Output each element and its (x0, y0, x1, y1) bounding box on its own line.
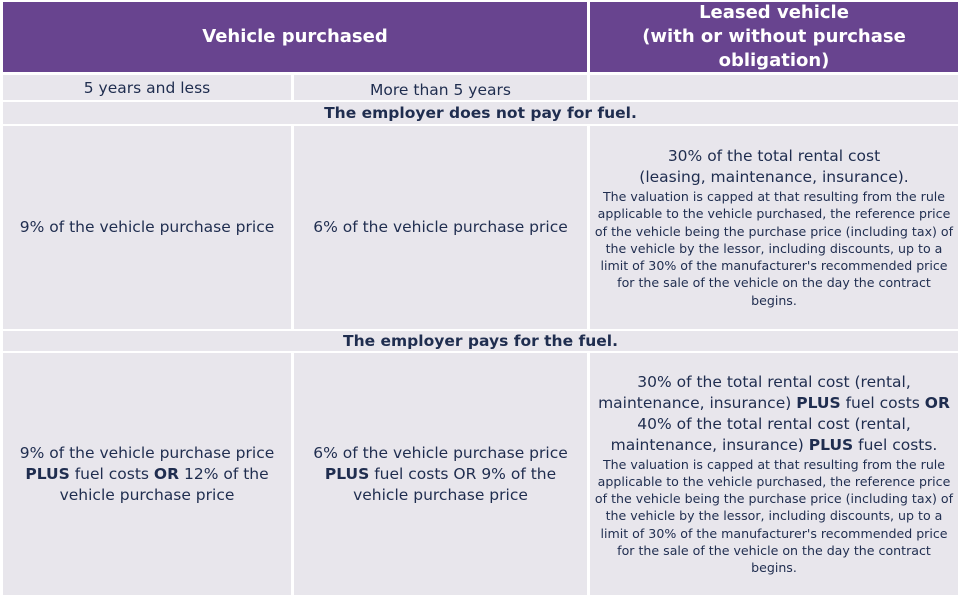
header-vehicle-purchased-label: Vehicle purchased (202, 26, 388, 47)
no-fuel-leased: 30% of the total rental cost (leasing, m… (590, 126, 958, 329)
fuel-col2-text: 6% of the vehicle purchase price PLUS fu… (313, 443, 568, 504)
no-fuel-5-years-and-less: 9% of the vehicle purchase price (3, 126, 291, 329)
no-fuel-leased-main-line2: (leasing, maintenance, insurance). (639, 168, 909, 187)
fuel-more-than-5-years: 6% of the vehicle purchase price PLUS fu… (294, 353, 587, 595)
fuel-col1-text: 9% of the vehicle purchase price PLUS fu… (19, 443, 275, 504)
section-title-fuel: The employer pays for the fuel. (3, 331, 958, 351)
no-fuel-col1-text: 9% of the vehicle purchase price (19, 218, 275, 236)
section-fuel-label: The employer pays for the fuel. (343, 332, 618, 350)
fuel-leased-main: 30% of the total rental cost (rental, ma… (598, 372, 950, 454)
no-fuel-col2-text: 6% of the vehicle purchase price (313, 218, 568, 236)
no-fuel-more-than-5-years: 6% of the vehicle purchase price (294, 126, 587, 329)
subheader-col2-label: More than 5 years (370, 80, 511, 99)
section-no-fuel-label: The employer does not pay for fuel. (324, 104, 637, 122)
subheader-leased-empty (590, 75, 958, 100)
no-fuel-leased-note: The valuation is capped at that resultin… (594, 189, 954, 308)
subheader-col1-label: 5 years and less (83, 78, 211, 97)
subheader-5-years-and-less: 5 years and less (3, 75, 291, 100)
header-leased-line1: Leased vehicle (699, 2, 849, 23)
header-leased-vehicle: Leased vehicle (with or without purchase… (590, 2, 958, 72)
fuel-leased-note: The valuation is capped at that resultin… (594, 456, 954, 575)
fuel-5-years-and-less: 9% of the vehicle purchase price PLUS fu… (3, 353, 291, 595)
no-fuel-leased-main: 30% of the total rental cost (leasing, m… (639, 146, 908, 188)
subheader-more-than-5-years: More than 5 years (294, 75, 587, 100)
header-leased-line2: (with or without purchase (642, 26, 906, 47)
header-leased-line3: obligation) (718, 50, 830, 71)
section-title-no-fuel: The employer does not pay for fuel. (3, 102, 958, 124)
fuel-leased: 30% of the total rental cost (rental, ma… (590, 353, 958, 595)
header-vehicle-purchased: Vehicle purchased (3, 2, 587, 72)
no-fuel-leased-main-line1: 30% of the total rental cost (667, 147, 881, 166)
